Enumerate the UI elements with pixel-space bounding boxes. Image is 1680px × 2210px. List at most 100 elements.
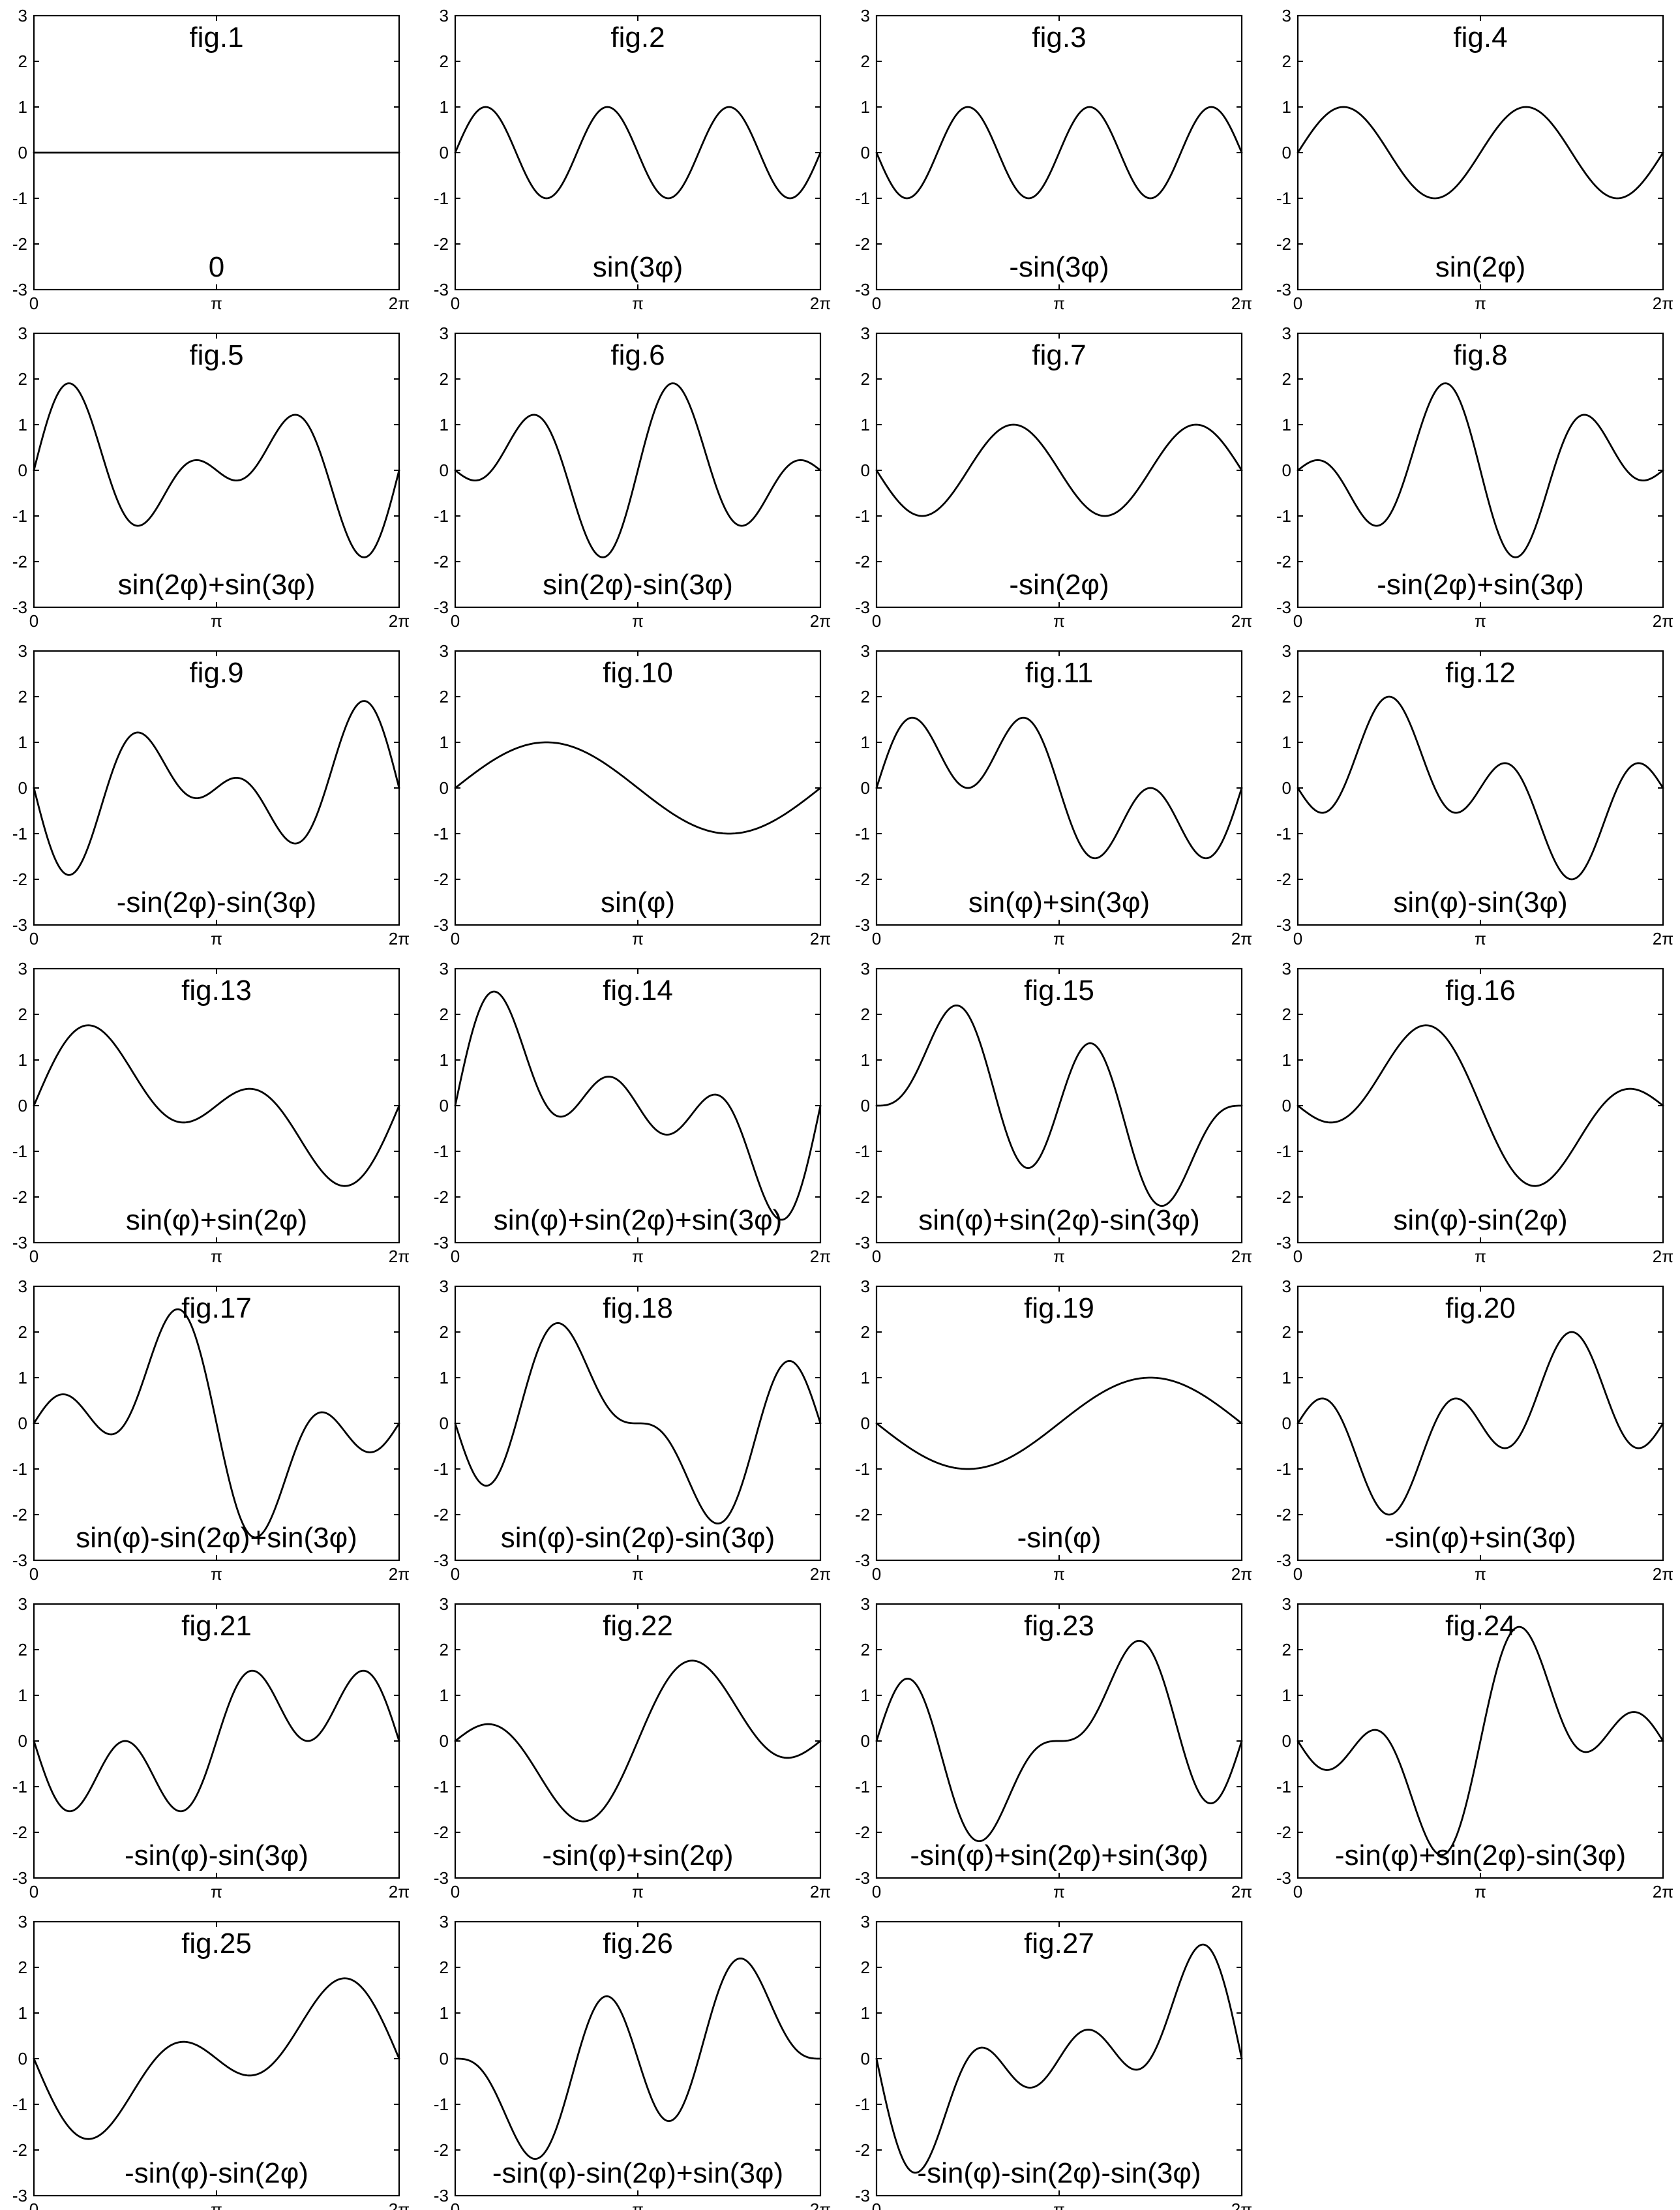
formula-label: -sin(φ)-sin(3φ)	[125, 1839, 308, 1871]
y-tick-label: 1	[18, 2003, 27, 2023]
x-tick-label: 2π	[810, 1882, 831, 1901]
y-tick-label: 0	[440, 778, 449, 798]
series-line	[454, 1958, 822, 2160]
x-tick-label: π	[1475, 611, 1486, 631]
y-tick-label: 3	[18, 641, 27, 661]
y-tick-label: 0	[1282, 461, 1291, 480]
y-tick-label: 0	[861, 1096, 870, 1115]
plot-panel: -3 -2 -1 0 1 2 3 0 π 2π fig.14 sin(φ)+sin(2φ)+sin(3…	[434, 959, 831, 1266]
y-tick-label: 2	[861, 1322, 870, 1342]
formula-label: sin(φ)+sin(2φ)-sin(3φ)	[918, 1204, 1200, 1236]
y-tick-label: 3	[1282, 641, 1291, 661]
x-tick-label: 2π	[389, 1882, 410, 1901]
series-line	[875, 1005, 1243, 1207]
y-tick-label: -1	[855, 1459, 870, 1479]
chart-title: fig.6	[610, 339, 665, 371]
x-tick-label: 2π	[810, 294, 831, 313]
y-tick-label: 1	[861, 2003, 870, 2023]
y-tick-label: -2	[434, 234, 449, 254]
y-tick-label: -3	[1276, 1551, 1291, 1570]
y-tick-label: 1	[1282, 1368, 1291, 1387]
y-tick-label: 3	[1282, 324, 1291, 343]
series-line	[875, 1640, 1243, 1842]
series-line	[33, 382, 400, 558]
y-tick-label: -2	[434, 552, 449, 571]
x-tick-label: 2π	[810, 611, 831, 631]
y-tick-label: -1	[1276, 824, 1291, 843]
formula-label: sin(φ)-sin(2φ)-sin(3φ)	[501, 1522, 775, 1554]
x-tick-label: π	[211, 1564, 222, 1584]
plot-panel: -3 -2 -1 0 1 2 3 0 π 2π fig.3 -sin(3φ)	[855, 6, 1252, 313]
y-tick-label: -2	[855, 1187, 870, 1207]
y-tick-label: -2	[1276, 1187, 1291, 1207]
y-tick-label: -2	[434, 2140, 449, 2160]
series-line	[33, 1308, 400, 1539]
x-tick-label: π	[1053, 2200, 1065, 2210]
formula-label: sin(φ)+sin(2φ)+sin(3φ)	[494, 1204, 783, 1236]
series-line	[1297, 1024, 1664, 1187]
series-line	[33, 1024, 400, 1187]
y-tick-label: 3	[18, 959, 27, 978]
x-tick-label: π	[632, 611, 644, 631]
y-tick-label: -3	[855, 1551, 870, 1570]
x-tick-label: 0	[1293, 294, 1302, 313]
y-tick-label: -1	[1276, 1142, 1291, 1161]
y-tick-label: -3	[855, 1868, 870, 1888]
y-tick-label: -2	[1276, 234, 1291, 254]
y-tick-label: -3	[434, 1868, 449, 1888]
y-tick-label: 3	[861, 959, 870, 978]
plot-panel: -3 -2 -1 0 1 2 3 0 π 2π fig.13 sin(φ)+sin(2φ)	[12, 959, 410, 1266]
y-tick-label: 0	[18, 1731, 27, 1751]
y-tick-label: 2	[440, 1958, 449, 1977]
chart-title: fig.17	[181, 1292, 252, 1324]
plot-panel: -3 -2 -1 0 1 2 3 0 π 2π fig.21 -sin(φ)-sin(3φ)	[12, 1594, 410, 1901]
y-tick-label: 2	[861, 1005, 870, 1024]
y-tick-label: -1	[434, 824, 449, 843]
x-tick-label: π	[211, 1882, 222, 1901]
y-tick-label: -2	[434, 1505, 449, 1524]
y-tick-label: 2	[861, 369, 870, 389]
x-tick-label: 2π	[1653, 294, 1673, 313]
y-tick-label: -3	[434, 1551, 449, 1570]
y-tick-label: 2	[440, 1322, 449, 1342]
y-tick-label: 3	[18, 324, 27, 343]
chart-title: fig.2	[610, 22, 665, 53]
plot-panel: -3 -2 -1 0 1 2 3 0 π 2π fig.10 sin(φ)	[434, 641, 831, 948]
series-line	[454, 382, 822, 558]
y-tick-label: -2	[855, 552, 870, 571]
y-tick-label: -2	[434, 1187, 449, 1207]
x-tick-label: π	[211, 2200, 222, 2210]
x-tick-label: 0	[29, 1247, 38, 1266]
plot-panel: -3 -2 -1 0 1 2 3 0 π 2π fig.16 sin(φ)-sin(2φ)	[1276, 959, 1673, 1266]
x-tick-label: 2π	[389, 294, 410, 313]
y-tick-label: 3	[440, 1277, 449, 1296]
formula-label: sin(2φ)+sin(3φ)	[118, 569, 316, 601]
y-tick-label: -1	[12, 189, 27, 208]
chart-title: fig.11	[1025, 657, 1093, 689]
plot-panel: -3 -2 -1 0 1 2 3 0 π 2π fig.18 sin(φ)-sin(2φ)-sin(3…	[434, 1277, 831, 1584]
formula-label: -sin(3φ)	[1009, 251, 1109, 283]
y-tick-label: -3	[12, 598, 27, 617]
y-tick-label: 0	[440, 143, 449, 162]
y-tick-label: -1	[434, 1142, 449, 1161]
chart-title: fig.21	[181, 1610, 252, 1642]
formula-label: -sin(φ)-sin(2φ)	[125, 2157, 308, 2189]
chart-title: fig.15	[1024, 975, 1094, 1007]
x-tick-label: 0	[872, 611, 881, 631]
y-tick-label: 3	[1282, 1594, 1291, 1614]
y-tick-label: -2	[434, 870, 449, 889]
series-line	[454, 990, 822, 1221]
x-tick-label: 0	[451, 929, 460, 948]
x-tick-label: 2π	[1231, 294, 1252, 313]
y-tick-label: 1	[440, 2003, 449, 2023]
series-line	[454, 1322, 822, 1524]
y-tick-label: 1	[1282, 1050, 1291, 1070]
y-tick-label: 1	[861, 1368, 870, 1387]
x-tick-label: 2π	[1231, 929, 1252, 948]
y-tick-label: 0	[18, 143, 27, 162]
x-tick-label: 2π	[1653, 1247, 1673, 1266]
x-tick-label: 2π	[1231, 1882, 1252, 1901]
chart-title: fig.4	[1453, 22, 1507, 53]
y-tick-label: 2	[861, 1640, 870, 1659]
